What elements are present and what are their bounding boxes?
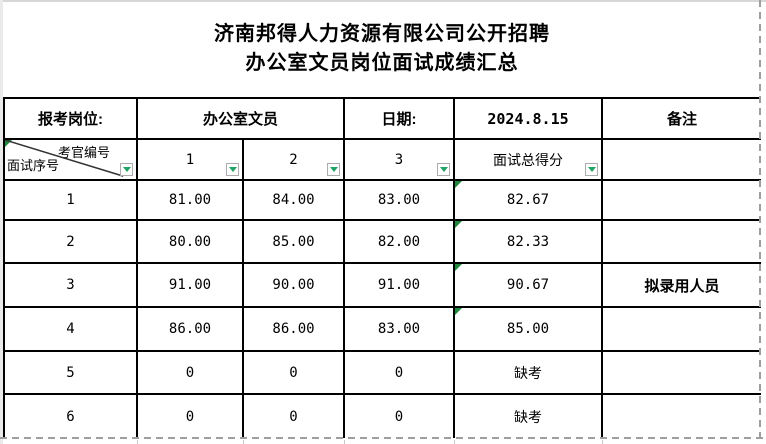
filter-dropdown-icon	[329, 167, 338, 172]
cell-score-3[interactable]: 83.00	[345, 181, 455, 221]
cell-score-2[interactable]: 0	[244, 395, 345, 438]
error-indicator-icon	[455, 221, 462, 228]
filter-dropdown-button[interactable]	[120, 163, 133, 176]
cell-seq[interactable]: 2	[5, 221, 138, 264]
cell-total-score[interactable]: 82.67	[455, 181, 603, 221]
cell-examiner-2[interactable]: 2	[244, 140, 345, 181]
filter-dropdown-button[interactable]	[585, 163, 598, 176]
left-edge-strip	[0, 0, 3, 444]
diagonal-label-examiner-no: 考官编号	[57, 145, 110, 160]
error-indicator-icon	[455, 181, 462, 188]
cell-total-score[interactable]: 85.00	[455, 308, 603, 352]
cell-seq[interactable]: 4	[5, 308, 138, 352]
cell-note[interactable]	[603, 221, 761, 264]
total-score-value: 82.67	[506, 192, 550, 208]
cell-examiner-3[interactable]: 3	[345, 140, 455, 181]
cell-score-3[interactable]: 0	[345, 352, 455, 395]
cell-score-2[interactable]: 85.00	[244, 221, 345, 264]
cell-subheader-remark-empty[interactable]	[603, 140, 761, 181]
cell-seq[interactable]: 6	[5, 395, 138, 438]
cell-score-1[interactable]: 0	[138, 352, 244, 395]
cell-score-3[interactable]: 82.00	[345, 221, 455, 264]
title-line-1: 济南邦得人力资源有限公司公开招聘	[214, 23, 550, 45]
cell-score-1[interactable]: 86.00	[138, 308, 244, 352]
total-score-value: 82.33	[506, 233, 550, 250]
sheet-title[interactable]: 济南邦得人力资源有限公司公开招聘 办公室文员岗位面试成绩汇总	[3, 20, 761, 78]
cell-total-score-header[interactable]: 面试总得分	[455, 140, 603, 181]
top-edge-strip	[0, 0, 766, 2]
cell-note[interactable]: 拟录用人员	[603, 264, 761, 308]
cell-seq[interactable]: 1	[5, 181, 138, 221]
cell-note[interactable]	[603, 395, 761, 438]
gridline-stub	[344, 440, 345, 444]
filter-dropdown-button[interactable]	[327, 163, 340, 176]
cell-total-score[interactable]: 缺考	[455, 395, 603, 438]
gridline-stub	[454, 440, 455, 444]
total-score-label: 面试总得分	[493, 151, 563, 168]
cell-score-1[interactable]: 80.00	[138, 221, 244, 264]
cell-note[interactable]	[603, 308, 761, 352]
cell-date-label[interactable]: 日期:	[345, 99, 455, 140]
diagonal-divider-line	[5, 140, 124, 177]
cell-note[interactable]	[603, 352, 761, 395]
cell-diagonal-header[interactable]: 考官编号 面试序号	[5, 140, 138, 181]
cell-score-1[interactable]: 91.00	[138, 264, 244, 308]
error-indicator-icon	[455, 264, 462, 271]
cell-position-value[interactable]: 办公室文员	[138, 99, 345, 140]
cell-score-2[interactable]: 90.00	[244, 264, 345, 308]
gridline-stub	[137, 440, 138, 444]
error-indicator-icon	[455, 308, 462, 315]
cell-remark-header[interactable]: 备注	[603, 99, 761, 140]
page-break-vertical-line	[759, 0, 761, 444]
score-table: 报考岗位: 办公室文员 日期: 2024.8.15 备注 考官编号 面试序号 1…	[3, 97, 761, 438]
filter-dropdown-icon	[122, 167, 131, 172]
page-break-horizontal-line	[0, 437, 766, 439]
cell-note[interactable]	[603, 181, 761, 221]
cell-score-2[interactable]: 86.00	[244, 308, 345, 352]
cell-total-score[interactable]: 缺考	[455, 352, 603, 395]
cell-score-3[interactable]: 91.00	[345, 264, 455, 308]
cell-score-1[interactable]: 81.00	[138, 181, 244, 221]
cell-seq[interactable]: 3	[5, 264, 138, 308]
cell-examiner-1[interactable]: 1	[138, 140, 244, 181]
cell-score-3[interactable]: 83.00	[345, 308, 455, 352]
error-indicator-icon	[5, 140, 12, 147]
cell-score-3[interactable]: 0	[345, 395, 455, 438]
examiner-1-label: 1	[185, 151, 195, 168]
cell-total-score[interactable]: 90.67	[455, 264, 603, 308]
filter-dropdown-button[interactable]	[437, 163, 450, 176]
filter-dropdown-icon	[587, 167, 596, 172]
title-line-2: 办公室文员岗位面试成绩汇总	[245, 52, 519, 74]
cell-score-1[interactable]: 0	[138, 395, 244, 438]
filter-dropdown-icon	[228, 167, 237, 172]
cell-score-2[interactable]: 0	[244, 352, 345, 395]
filter-dropdown-button[interactable]	[226, 163, 239, 176]
filter-dropdown-icon	[439, 167, 448, 172]
cell-score-2[interactable]: 84.00	[244, 181, 345, 221]
gridline-stub	[602, 440, 603, 444]
examiner-2-label: 2	[289, 151, 298, 168]
cell-total-score[interactable]: 82.33	[455, 221, 603, 264]
total-score-value: 85.00	[506, 321, 550, 337]
cell-seq[interactable]: 5	[5, 352, 138, 395]
cell-date-value[interactable]: 2024.8.15	[455, 99, 603, 140]
gridline-stub	[243, 440, 244, 444]
cell-position-label[interactable]: 报考岗位:	[5, 99, 138, 140]
examiner-3-label: 3	[394, 151, 404, 168]
diagonal-label-interview-seq: 面试序号	[7, 158, 60, 173]
total-score-value: 90.67	[506, 277, 550, 293]
